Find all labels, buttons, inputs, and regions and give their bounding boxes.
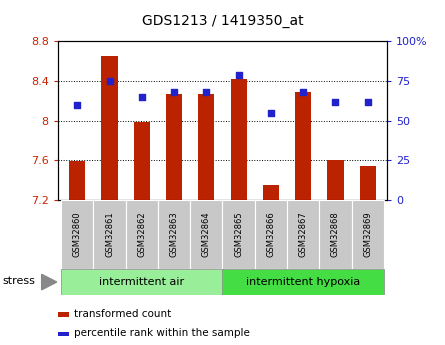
Text: GSM32863: GSM32863 bbox=[170, 212, 178, 257]
Text: GSM32866: GSM32866 bbox=[267, 212, 275, 257]
Text: GSM32860: GSM32860 bbox=[73, 212, 82, 257]
Point bbox=[332, 99, 339, 105]
Text: GDS1213 / 1419350_at: GDS1213 / 1419350_at bbox=[142, 14, 303, 28]
Bar bbox=[231, 79, 247, 200]
Bar bbox=[320, 200, 352, 269]
Bar bbox=[125, 200, 158, 269]
Bar bbox=[166, 94, 182, 200]
Point bbox=[235, 72, 242, 78]
Text: stress: stress bbox=[3, 276, 36, 286]
Bar bbox=[222, 269, 384, 295]
Point bbox=[106, 78, 113, 84]
Text: GSM32869: GSM32869 bbox=[363, 212, 372, 257]
Point bbox=[74, 102, 81, 108]
Bar bbox=[58, 313, 69, 317]
Bar bbox=[93, 200, 125, 269]
Text: GSM32864: GSM32864 bbox=[202, 212, 211, 257]
Bar bbox=[158, 200, 190, 269]
Point bbox=[364, 99, 371, 105]
Bar bbox=[61, 200, 93, 269]
Text: intermittent hypoxia: intermittent hypoxia bbox=[246, 277, 360, 287]
Text: transformed count: transformed count bbox=[74, 308, 172, 318]
Bar bbox=[255, 200, 287, 269]
Bar bbox=[69, 161, 85, 200]
Point bbox=[299, 89, 307, 95]
Bar bbox=[263, 185, 279, 200]
Bar bbox=[61, 269, 222, 295]
Point bbox=[203, 89, 210, 95]
Bar bbox=[134, 122, 150, 200]
Bar bbox=[295, 92, 312, 200]
Text: GSM32865: GSM32865 bbox=[234, 212, 243, 257]
Text: percentile rank within the sample: percentile rank within the sample bbox=[74, 328, 250, 338]
Bar bbox=[58, 332, 69, 336]
Bar bbox=[190, 200, 222, 269]
Text: intermittent air: intermittent air bbox=[99, 277, 184, 287]
Bar bbox=[287, 200, 320, 269]
Bar bbox=[328, 160, 344, 200]
Bar bbox=[222, 200, 255, 269]
Point bbox=[170, 89, 178, 95]
Polygon shape bbox=[42, 274, 57, 290]
Text: GSM32867: GSM32867 bbox=[299, 212, 307, 257]
Bar bbox=[352, 200, 384, 269]
Point bbox=[267, 110, 275, 116]
Bar bbox=[360, 166, 376, 200]
Text: GSM32868: GSM32868 bbox=[331, 212, 340, 257]
Bar bbox=[101, 56, 117, 200]
Bar bbox=[198, 94, 214, 200]
Point bbox=[138, 94, 146, 100]
Text: GSM32862: GSM32862 bbox=[138, 212, 146, 257]
Text: GSM32861: GSM32861 bbox=[105, 212, 114, 257]
